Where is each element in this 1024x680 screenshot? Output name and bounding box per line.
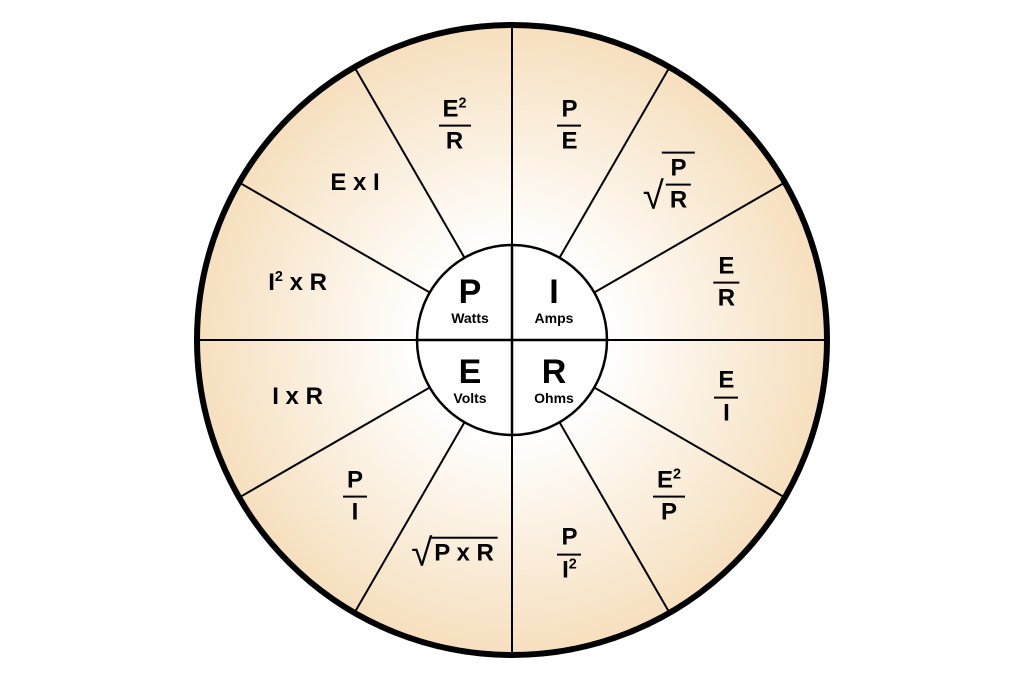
formula-r-sector-5: PI2 [557, 525, 581, 584]
formula-r-sector-3: EI [714, 368, 738, 427]
center-symbol: I [535, 275, 574, 309]
formula-i-sector-2: ER [714, 253, 739, 312]
center-label-p: P Watts [451, 275, 489, 325]
center-unit: Ohms [534, 391, 574, 405]
formula-r-sector-4: E2P [653, 468, 685, 527]
formula-e-sector-8: I x R [272, 384, 323, 410]
center-label-i: I Amps [535, 275, 574, 325]
center-unit: Watts [451, 311, 489, 325]
formula-p-sector-10: E x I [330, 170, 379, 196]
center-unit: Amps [535, 311, 574, 325]
formula-i-sector-1: √PR [643, 152, 695, 215]
formula-e-sector-7: PI [343, 468, 367, 527]
center-symbol: P [451, 275, 489, 309]
center-symbol: E [453, 355, 486, 389]
formula-p-sector-9: I2 x R [268, 269, 327, 295]
wheel-svg [0, 0, 1024, 680]
formula-p-sector-11: E2R [439, 96, 471, 155]
center-symbol: R [534, 355, 574, 389]
center-unit: Volts [453, 391, 486, 405]
ohms-law-wheel-diagram: PE√PREREIE2PPI2√P x RPII x RI2 x RE x IE… [0, 0, 1024, 680]
formula-e-sector-6: √P x R [411, 537, 498, 572]
formula-i-sector-0: PE [557, 96, 581, 155]
center-label-e: E Volts [453, 355, 486, 405]
center-label-r: R Ohms [534, 355, 574, 405]
